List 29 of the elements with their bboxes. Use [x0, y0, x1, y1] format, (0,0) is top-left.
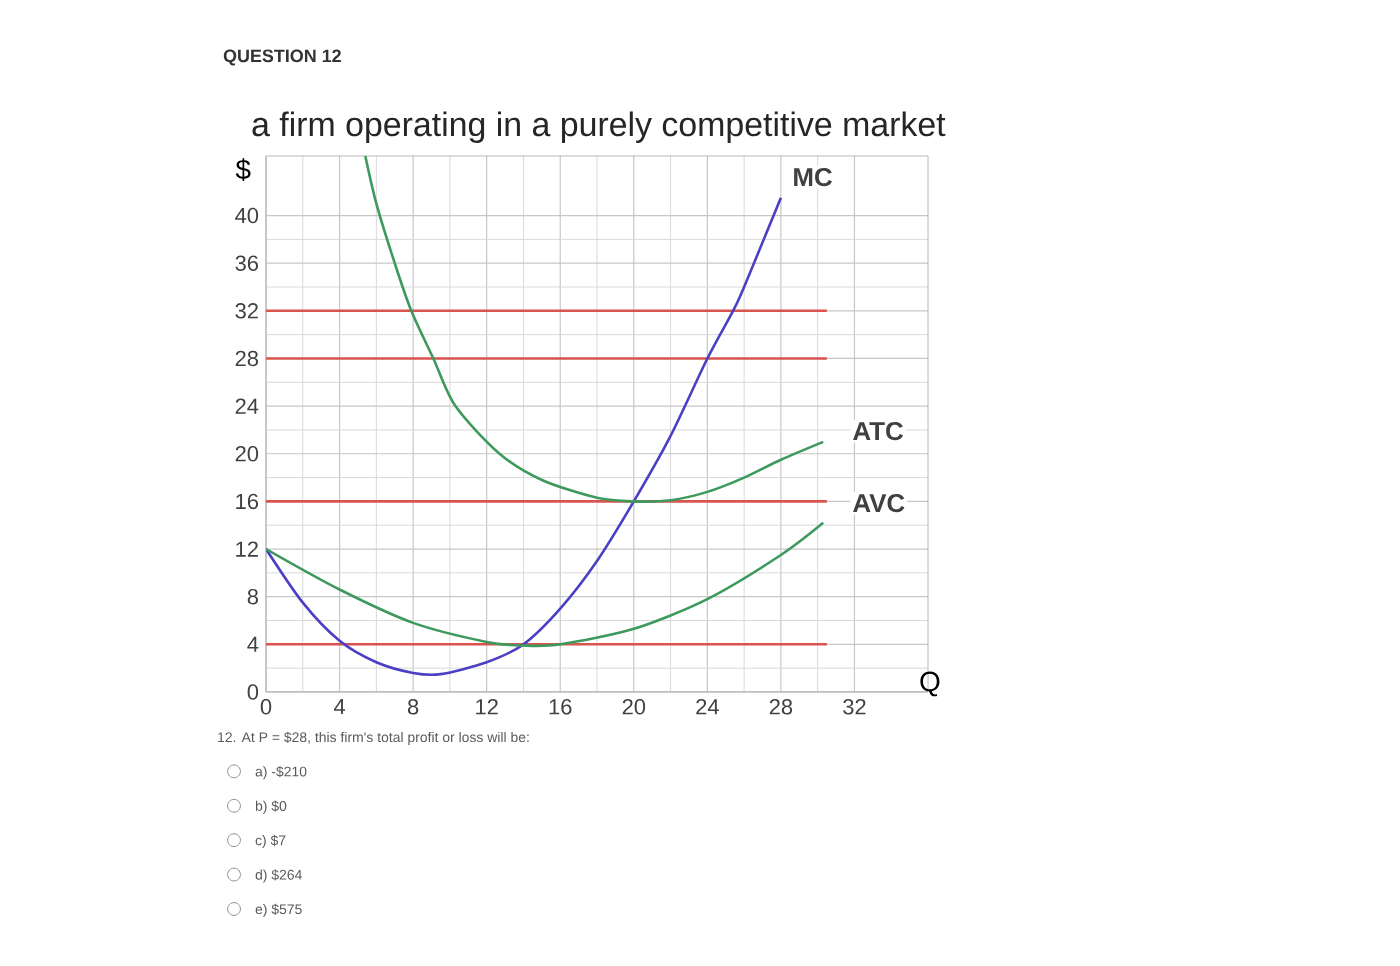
- y-tick-label: 32: [235, 303, 258, 319]
- line-series: [266, 196, 783, 677]
- annotation: MC: [794, 167, 832, 187]
- y-tick-label: 0: [247, 684, 259, 700]
- y-tick-label: 36: [235, 255, 258, 271]
- y-axis-title: $: [235, 158, 251, 181]
- x-tick-label: 32: [843, 699, 866, 715]
- annotation: ATC: [853, 421, 904, 441]
- line-series: [266, 521, 825, 648]
- y-tick-label: 8: [247, 588, 259, 605]
- x-tick-label: 28: [769, 699, 793, 715]
- x-axis-title: Q: [920, 671, 940, 697]
- y-tick-label: 20: [235, 446, 259, 462]
- x-tick-label: 0: [260, 699, 272, 715]
- y-tick-label: 28: [235, 350, 258, 367]
- x-tick-label: 16: [549, 699, 572, 715]
- text: QUESTION 12: [223, 49, 341, 66]
- y-tick-label: 12: [236, 541, 258, 557]
- x-tick-label: 12: [476, 699, 498, 715]
- chart-title: a firm operating in a purely competitive market: [252, 111, 946, 144]
- x-tick-label: 24: [696, 699, 719, 715]
- x-tick-label: 4: [333, 699, 346, 715]
- x-tick-label: 20: [622, 699, 646, 715]
- y-tick-label: 16: [236, 493, 258, 510]
- y-tick-label: 4: [247, 636, 259, 652]
- annotation: AVC: [853, 493, 905, 513]
- y-tick-label: 40: [235, 207, 259, 224]
- x-tick-label: 8: [407, 699, 419, 715]
- y-tick-label: 24: [235, 398, 259, 414]
